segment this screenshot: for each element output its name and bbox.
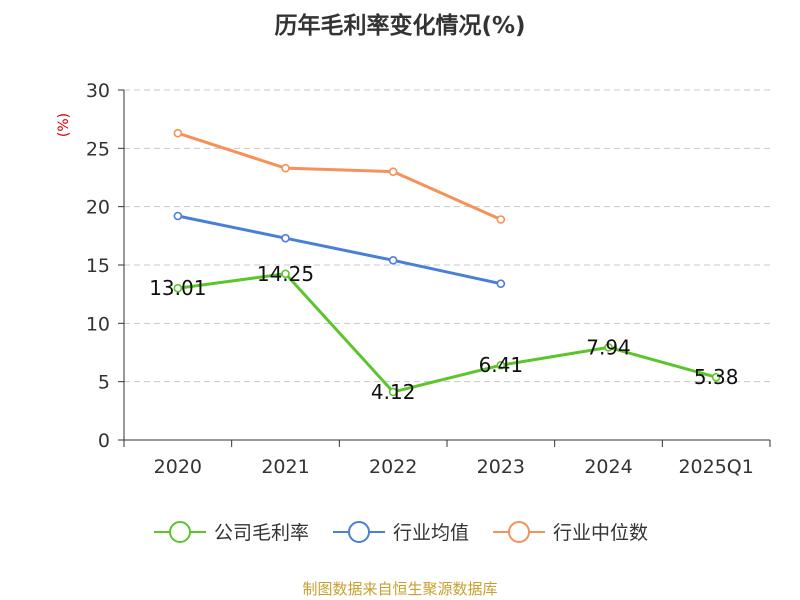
data-point — [173, 211, 183, 221]
data-point — [388, 256, 398, 265]
legend: 公司毛利率 行业均值 行业中位数 — [0, 518, 800, 545]
data-label: 13.01 — [149, 276, 206, 300]
data-point — [281, 163, 290, 173]
data-point — [281, 269, 290, 279]
data-label: 4.12 — [371, 380, 416, 404]
legend-item[interactable]: 行业均值 — [331, 518, 469, 545]
x-tick-label: 2024 — [584, 456, 632, 478]
chart-title: 历年毛利率变化情况(%) — [274, 13, 526, 39]
x-tick-label: 2020 — [154, 456, 202, 478]
x-tick-label: 2023 — [477, 456, 525, 478]
series-line-0 — [177, 272, 717, 394]
y-tick-label: 10 — [86, 313, 110, 335]
data-point — [281, 233, 290, 243]
y-tick-label: 0 — [98, 430, 110, 452]
legend-line-marker-icon — [493, 520, 545, 543]
data-point — [173, 283, 183, 293]
y-tick-label: 25 — [86, 138, 110, 160]
y-tick-label: 5 — [98, 372, 110, 394]
legend-item[interactable]: 行业中位数 — [491, 518, 648, 545]
y-tick-label: 15 — [86, 255, 110, 277]
data-point — [604, 343, 613, 352]
y-axis-label: (%) — [56, 113, 72, 137]
legend-line-marker-icon — [153, 520, 206, 543]
legend-label: 行业均值 — [392, 522, 469, 544]
y-tick-label: 30 — [86, 80, 110, 102]
data-label: 6.41 — [479, 353, 524, 377]
data-label: 5.38 — [694, 365, 739, 389]
x-tick-label: 2025Q1 — [678, 456, 753, 478]
x-tick-label: 2022 — [369, 456, 417, 478]
legend-label: 行业中位数 — [553, 522, 649, 544]
legend-item[interactable]: 公司毛利率 — [152, 518, 309, 545]
y-tick-label: 20 — [86, 197, 110, 219]
data-point — [711, 372, 721, 382]
data-point — [496, 215, 506, 224]
data-point — [496, 279, 506, 288]
source-note: 制图数据来自恒生聚源数据库 — [302, 580, 498, 598]
series-line-2 — [177, 131, 502, 221]
data-point — [173, 128, 183, 138]
data-label: 14.25 — [257, 262, 314, 286]
data-point — [496, 360, 506, 370]
x-tick-label: 2021 — [261, 456, 309, 478]
data-point — [388, 167, 398, 176]
legend-line-marker-icon — [332, 520, 385, 543]
data-label: 7.94 — [586, 335, 631, 359]
series-line-1 — [177, 214, 502, 286]
data-point — [388, 387, 398, 397]
legend-label: 公司毛利率 — [213, 522, 309, 544]
